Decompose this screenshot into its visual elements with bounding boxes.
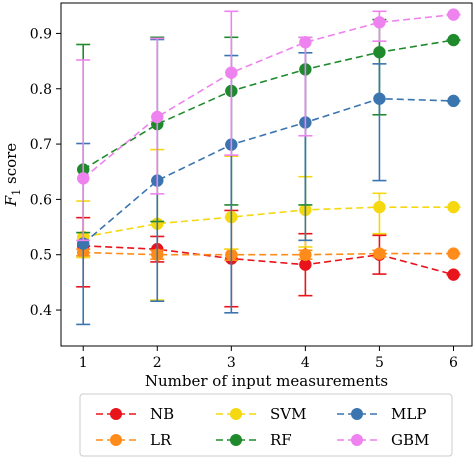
data-point — [447, 94, 460, 108]
legend-item-rf: RF — [216, 431, 292, 449]
series-line — [82, 39, 454, 171]
legend-marker — [110, 434, 122, 446]
series-line — [82, 13, 454, 179]
legend-label: RF — [270, 431, 292, 449]
plot-frame — [60, 2, 473, 347]
y-axis-label-main: F — [2, 195, 20, 207]
x-tick-label: 2 — [153, 355, 162, 371]
data-point — [447, 8, 460, 21]
legend-item-lr: LR — [96, 431, 172, 449]
series-gbm — [76, 8, 461, 242]
data-point — [299, 248, 312, 261]
series-line — [83, 245, 454, 276]
data-point — [373, 247, 386, 260]
data-point — [225, 66, 238, 79]
legend-label: SVM — [270, 405, 306, 423]
data-point — [373, 16, 386, 29]
x-tick-label: 4 — [301, 355, 310, 371]
legend-item-gbm: GBM — [337, 431, 429, 449]
series-line — [83, 206, 454, 238]
y-tick-label: 0.4 — [30, 303, 52, 319]
data-point — [447, 200, 460, 214]
data-point — [447, 247, 460, 260]
series-line — [83, 251, 454, 256]
y-tick-label: 0.9 — [30, 26, 52, 42]
y-axis-label-suffix: score — [2, 143, 20, 189]
series-nb — [76, 209, 461, 308]
legend-label: NB — [150, 405, 174, 423]
legend-item-nb: NB — [96, 405, 174, 423]
data-point — [76, 172, 90, 185]
legend-marker — [230, 408, 242, 420]
y-tick-label: 0.5 — [30, 248, 52, 264]
series-mlp — [76, 38, 461, 326]
legend-marker — [351, 434, 363, 446]
x-tick-label: 6 — [449, 355, 458, 371]
series-line — [82, 97, 454, 245]
legend-item-mlp: MLP — [337, 405, 426, 423]
data-point — [299, 36, 312, 49]
legend: NB LR SVM RF MLP GBM — [79, 393, 453, 457]
legend-marker — [351, 408, 363, 420]
x-tick-label: 1 — [79, 355, 88, 371]
legend-marker — [230, 434, 242, 446]
data-point — [447, 268, 460, 281]
y-axis-label-subscript: 1 — [10, 189, 23, 196]
legend-label: GBM — [391, 431, 429, 449]
plot-area — [76, 8, 461, 326]
legend-marker — [110, 408, 122, 420]
data-point — [373, 200, 386, 214]
series-svm — [76, 148, 461, 301]
x-tick-label: 5 — [375, 355, 384, 371]
y-axis-label: F1 score — [2, 143, 23, 207]
data-point — [447, 33, 460, 47]
axis-ticks: 1 2 3 4 5 6 0.4 0.5 0.6 0.7 0.8 0.9 — [30, 26, 458, 371]
y-tick-label: 0.6 — [30, 192, 52, 208]
legend-label: MLP — [391, 405, 426, 423]
x-tick-label: 3 — [227, 355, 236, 371]
legend-item-svm: SVM — [216, 405, 306, 423]
data-point — [373, 45, 386, 59]
legend-label: LR — [150, 431, 172, 449]
data-point — [373, 92, 386, 105]
y-tick-label: 0.7 — [30, 137, 52, 153]
y-tick-label: 0.8 — [30, 82, 52, 98]
x-axis-label: Number of input measurements — [145, 372, 388, 390]
data-point — [151, 110, 164, 124]
